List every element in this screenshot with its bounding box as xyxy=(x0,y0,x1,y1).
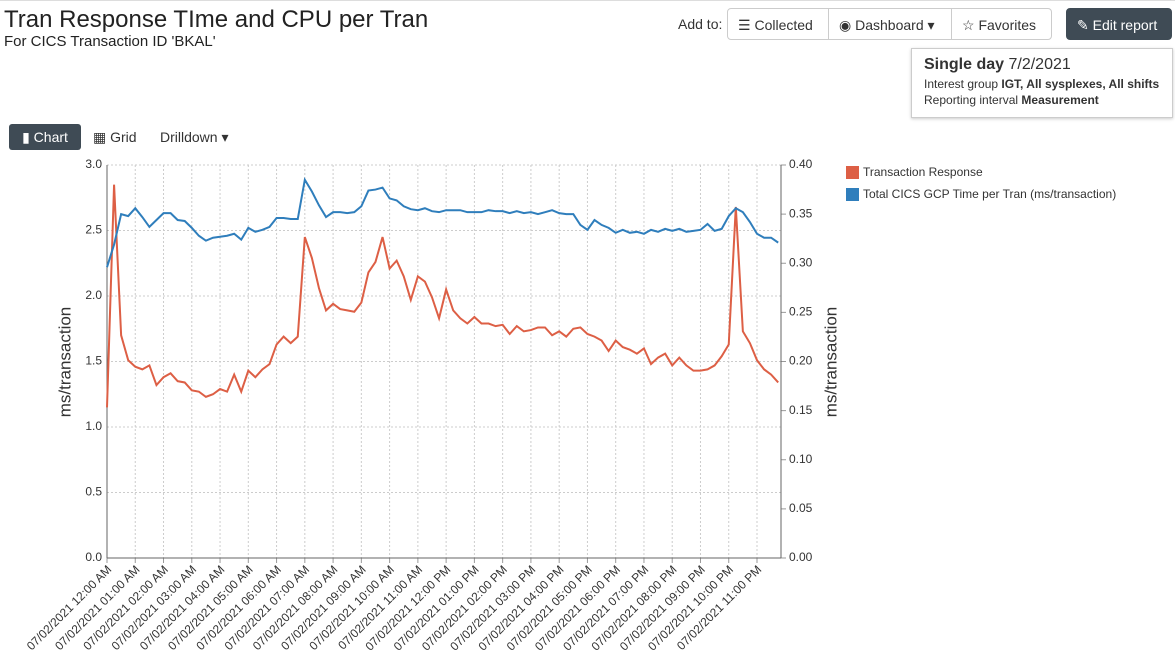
y-tick-label: 1.0 xyxy=(85,419,102,433)
series-line xyxy=(106,184,779,408)
y-tick-label: 1.5 xyxy=(85,354,102,368)
grid-tab-text: Grid xyxy=(110,129,137,145)
legend-label: Total CICS GCP Time per Tran (ms/transac… xyxy=(863,187,1116,201)
y-tick-label: 0.0 xyxy=(85,550,102,564)
subtitle: For CICS Transaction ID 'BKAL' xyxy=(4,33,216,50)
y2-tick-label: 0.00 xyxy=(789,550,813,564)
interest-label: Interest group xyxy=(924,77,999,91)
edit-report-button[interactable]: ✎ Edit report xyxy=(1066,8,1172,40)
legend-label: Transaction Response xyxy=(863,165,983,179)
chart-tab-text: Chart xyxy=(33,129,68,145)
y2-tick-label: 0.35 xyxy=(789,206,813,220)
add-to-label: Add to: xyxy=(678,16,723,32)
collected-text: Collected xyxy=(754,17,813,33)
date: 7/2/2021 xyxy=(1008,56,1071,73)
dashboard-text: Dashboard xyxy=(855,17,924,33)
drilldown-text: Drilldown xyxy=(160,129,218,145)
y2-tick-label: 0.10 xyxy=(789,452,813,466)
y2-tick-label: 0.15 xyxy=(789,403,813,417)
y-tick-label: 3.0 xyxy=(85,157,102,171)
y-tick-label: 2.5 xyxy=(85,223,102,237)
edit-report-text: Edit report xyxy=(1092,17,1158,33)
interval-label: Reporting interval xyxy=(924,93,1019,107)
y2-tick-label: 0.05 xyxy=(789,501,813,515)
grid-tab[interactable]: ▦ Grid xyxy=(93,129,137,145)
y-tick-label: 2.0 xyxy=(85,288,102,302)
info-box: Single day 7/2/2021 Interest group IGT, … xyxy=(911,48,1173,118)
favorites-button[interactable]: ☆ Favorites xyxy=(951,8,1052,40)
y-tick-label: 0.5 xyxy=(85,485,102,499)
interval-value: Measurement xyxy=(1021,93,1099,107)
drilldown-tab[interactable]: Drilldown ▾ xyxy=(160,129,229,145)
y-axis-label: ms/transaction xyxy=(55,307,74,418)
dashboard-button[interactable]: ◉ Dashboard ▾ xyxy=(828,8,952,40)
interest-value: IGT, All sysplexes, All shifts xyxy=(1001,77,1160,91)
title: Tran Response TIme and CPU per Tran xyxy=(4,6,429,33)
y2-tick-label: 0.20 xyxy=(789,354,813,368)
series-line xyxy=(106,176,779,268)
y2-tick-label: 0.30 xyxy=(789,255,813,269)
favorites-text: Favorites xyxy=(978,17,1037,33)
legend-swatch xyxy=(846,188,859,201)
legend-swatch xyxy=(846,166,859,179)
y2-axis-label: ms/transaction xyxy=(821,307,840,418)
top-border xyxy=(0,0,1175,4)
y2-tick-label: 0.40 xyxy=(789,157,813,171)
chart-tab[interactable]: ▮ Chart xyxy=(9,124,81,150)
y2-tick-label: 0.25 xyxy=(789,305,813,319)
period: Single day xyxy=(924,56,1005,73)
